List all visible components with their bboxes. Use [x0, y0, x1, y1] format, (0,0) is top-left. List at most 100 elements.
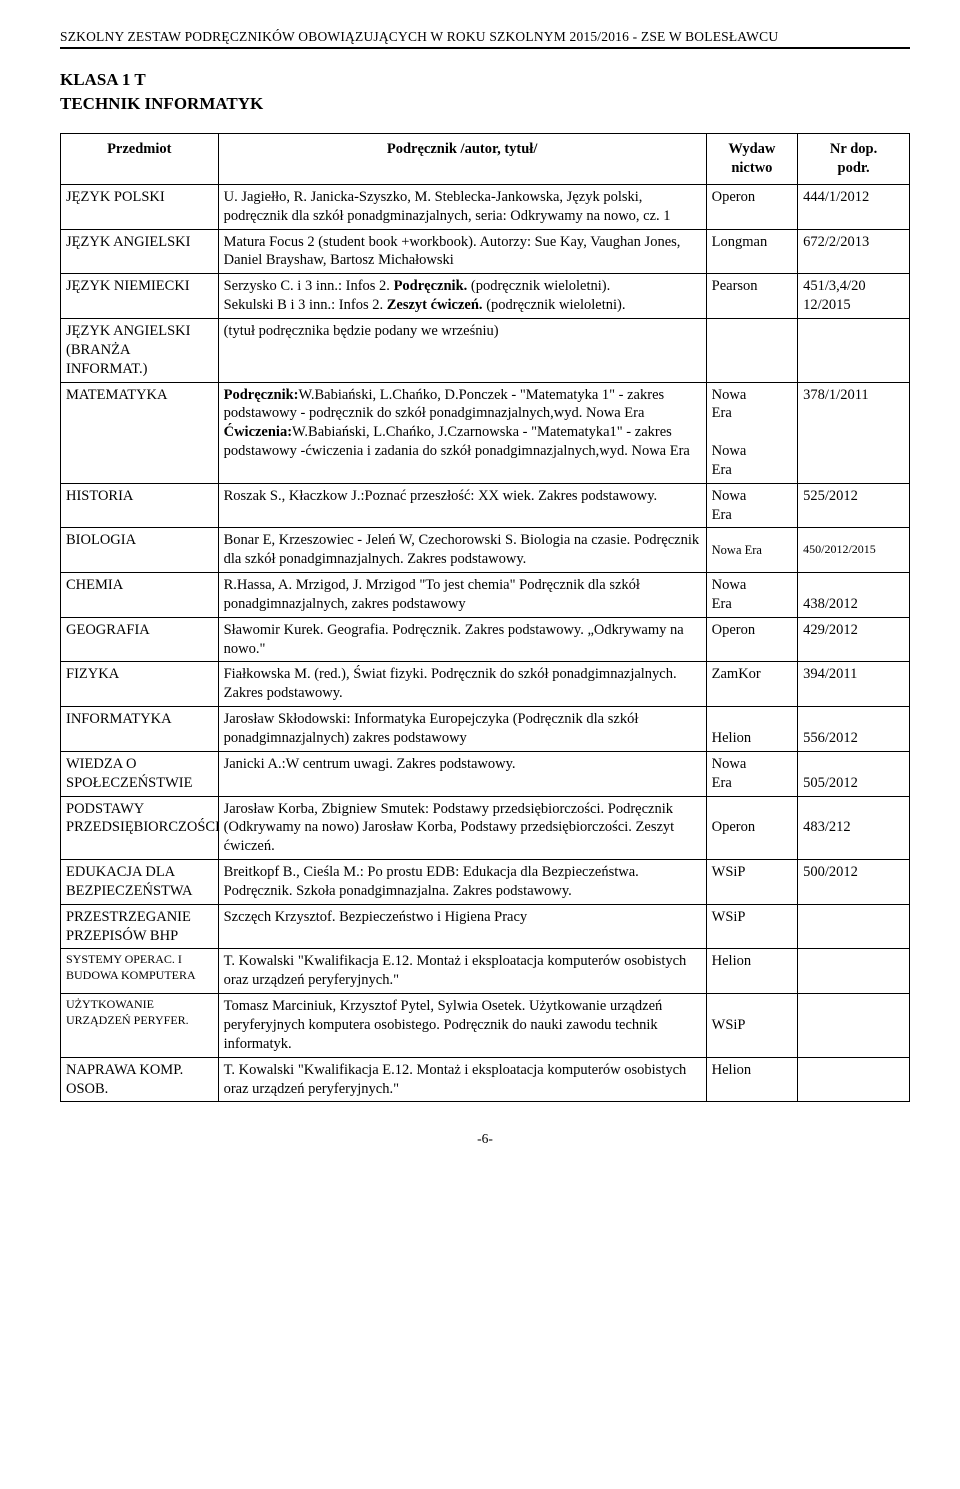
col-book: Podręcznik /autor, tytuł/	[218, 134, 706, 185]
table-row: HISTORIARoszak S., Kłaczkow J.:Poznać pr…	[61, 483, 910, 528]
cell-publisher: WSiP	[706, 994, 798, 1058]
cell-subject: JĘZYK NIEMIECKI	[61, 274, 219, 319]
cell-publisher: NowaEra	[706, 751, 798, 796]
col-pub-l2: nictwo	[731, 160, 772, 176]
table-row: JĘZYK ANGIELSKI (BRANŻA INFORMAT.)(tytuł…	[61, 318, 910, 382]
table-row: BIOLOGIABonar E, Krzeszowiec - Jeleń W, …	[61, 528, 910, 573]
cell-publisher: WSiP	[706, 904, 798, 949]
col-pub-l1: Wydaw	[728, 141, 775, 157]
table-row: PODSTAWY PRZEDSIĘBIORCZOŚCIJarosław Korb…	[61, 796, 910, 860]
cell-subject: JĘZYK ANGIELSKI (BRANŻA INFORMAT.)	[61, 318, 219, 382]
cell-number: 525/2012	[798, 483, 910, 528]
cell-number: 378/1/2011	[798, 382, 910, 483]
cell-book: (tytuł podręcznika będzie podany we wrze…	[218, 318, 706, 382]
col-book-label: Podręcznik /autor, tytuł/	[387, 141, 538, 157]
cell-number	[798, 949, 910, 994]
cell-subject: GEOGRAFIA	[61, 617, 219, 662]
cell-publisher	[706, 318, 798, 382]
col-number: Nr dop. podr.	[798, 134, 910, 185]
textbook-table: Przedmiot Podręcznik /autor, tytuł/ Wyda…	[60, 133, 910, 1102]
cell-book: Szczęch Krzysztof. Bezpieczeństwo i Higi…	[218, 904, 706, 949]
cell-subject: UŻYTKOWANIE URZĄDZEŃ PERYFER.	[61, 994, 219, 1058]
cell-subject: MATEMATYKA	[61, 382, 219, 483]
cell-number: 505/2012	[798, 751, 910, 796]
cell-subject: SYSTEMY OPERAC. I BUDOWA KOMPUTERA	[61, 949, 219, 994]
cell-subject: BIOLOGIA	[61, 528, 219, 573]
cell-subject: HISTORIA	[61, 483, 219, 528]
table-header-row: Przedmiot Podręcznik /autor, tytuł/ Wyda…	[61, 134, 910, 185]
table-row: SYSTEMY OPERAC. I BUDOWA KOMPUTERAT. Kow…	[61, 949, 910, 994]
cell-number: 444/1/2012	[798, 184, 910, 229]
col-subject: Przedmiot	[61, 134, 219, 185]
table-row: PRZESTRZEGANIE PRZEPISÓW BHPSzczęch Krzy…	[61, 904, 910, 949]
cell-publisher: NowaEra	[706, 573, 798, 618]
cell-book: Matura Focus 2 (student book +workbook).…	[218, 229, 706, 274]
cell-book: Breitkopf B., Cieśla M.: Po prostu EDB: …	[218, 860, 706, 905]
cell-number: 451/3,4/2012/2015	[798, 274, 910, 319]
col-publisher: Wydaw nictwo	[706, 134, 798, 185]
cell-book: Tomasz Marciniuk, Krzysztof Pytel, Sylwi…	[218, 994, 706, 1058]
table-row: JĘZYK NIEMIECKISerzysko C. i 3 inn.: Inf…	[61, 274, 910, 319]
cell-publisher: Longman	[706, 229, 798, 274]
cell-subject: WIEDZA O SPOŁECZEŃSTWIE	[61, 751, 219, 796]
cell-number	[798, 1057, 910, 1102]
cell-book: Sławomir Kurek. Geografia. Podręcznik. Z…	[218, 617, 706, 662]
table-row: GEOGRAFIASławomir Kurek. Geografia. Podr…	[61, 617, 910, 662]
cell-publisher: Helion	[706, 949, 798, 994]
cell-subject: JĘZYK ANGIELSKI	[61, 229, 219, 274]
cell-subject: PODSTAWY PRZEDSIĘBIORCZOŚCI	[61, 796, 219, 860]
cell-number: 500/2012	[798, 860, 910, 905]
cell-publisher: Nowa Era	[706, 528, 798, 573]
table-row: FIZYKAFiałkowska M. (red.), Świat fizyki…	[61, 662, 910, 707]
table-row: WIEDZA O SPOŁECZEŃSTWIEJanicki A.:W cent…	[61, 751, 910, 796]
cell-book: T. Kowalski "Kwalifikacja E.12. Montaż i…	[218, 1057, 706, 1102]
cell-book: Fiałkowska M. (red.), Świat fizyki. Podr…	[218, 662, 706, 707]
col-num-l2: podr.	[838, 160, 870, 176]
cell-subject: NAPRAWA KOMP. OSOB.	[61, 1057, 219, 1102]
cell-number	[798, 318, 910, 382]
cell-book: Roszak S., Kłaczkow J.:Poznać przeszłość…	[218, 483, 706, 528]
cell-publisher: WSiP	[706, 860, 798, 905]
cell-number: 483/212	[798, 796, 910, 860]
table-row: UŻYTKOWANIE URZĄDZEŃ PERYFER.Tomasz Marc…	[61, 994, 910, 1058]
class-title-2: TECHNIK INFORMATYK	[60, 93, 910, 115]
table-row: EDUKACJA DLA BEZPIECZEŃSTWABreitkopf B.,…	[61, 860, 910, 905]
cell-book: Bonar E, Krzeszowiec - Jeleń W, Czechoro…	[218, 528, 706, 573]
cell-subject: JĘZYK POLSKI	[61, 184, 219, 229]
table-row: INFORMATYKAJarosław Skłodowski: Informat…	[61, 707, 910, 752]
table-body: JĘZYK POLSKIU. Jagiełło, R. Janicka-Szys…	[61, 184, 910, 1101]
table-row: NAPRAWA KOMP. OSOB.T. Kowalski "Kwalifik…	[61, 1057, 910, 1102]
cell-publisher: Operon	[706, 796, 798, 860]
cell-publisher: Helion	[706, 1057, 798, 1102]
cell-number: 429/2012	[798, 617, 910, 662]
col-subject-label: Przedmiot	[107, 141, 171, 157]
cell-publisher: NowaEraNowaEra	[706, 382, 798, 483]
class-title-1: KLASA 1 T	[60, 69, 910, 91]
page-number: -6-	[60, 1130, 910, 1148]
table-row: MATEMATYKAPodręcznik:W.Babiański, L.Chań…	[61, 382, 910, 483]
cell-number: 450/2012/2015	[798, 528, 910, 573]
cell-publisher: Helion	[706, 707, 798, 752]
cell-subject: PRZESTRZEGANIE PRZEPISÓW BHP	[61, 904, 219, 949]
table-row: JĘZYK POLSKIU. Jagiełło, R. Janicka-Szys…	[61, 184, 910, 229]
cell-book: T. Kowalski "Kwalifikacja E.12. Montaż i…	[218, 949, 706, 994]
cell-number	[798, 904, 910, 949]
doc-header: SZKOLNY ZESTAW PODRĘCZNIKÓW OBOWIĄZUJĄCY…	[60, 28, 910, 46]
cell-publisher: Operon	[706, 184, 798, 229]
cell-book: Podręcznik:W.Babiański, L.Chańko, D.Ponc…	[218, 382, 706, 483]
cell-subject: EDUKACJA DLA BEZPIECZEŃSTWA	[61, 860, 219, 905]
cell-subject: FIZYKA	[61, 662, 219, 707]
cell-number	[798, 994, 910, 1058]
cell-book: Jarosław Korba, Zbigniew Smutek: Podstaw…	[218, 796, 706, 860]
cell-book: R.Hassa, A. Mrzigod, J. Mrzigod "To jest…	[218, 573, 706, 618]
cell-publisher: NowaEra	[706, 483, 798, 528]
table-row: JĘZYK ANGIELSKIMatura Focus 2 (student b…	[61, 229, 910, 274]
cell-book: Jarosław Skłodowski: Informatyka Europej…	[218, 707, 706, 752]
col-num-l1: Nr dop.	[830, 141, 877, 157]
table-row: CHEMIAR.Hassa, A. Mrzigod, J. Mrzigod "T…	[61, 573, 910, 618]
cell-number: 556/2012	[798, 707, 910, 752]
cell-number: 438/2012	[798, 573, 910, 618]
cell-publisher: ZamKor	[706, 662, 798, 707]
cell-subject: INFORMATYKA	[61, 707, 219, 752]
cell-book: U. Jagiełło, R. Janicka-Szyszko, M. Steb…	[218, 184, 706, 229]
